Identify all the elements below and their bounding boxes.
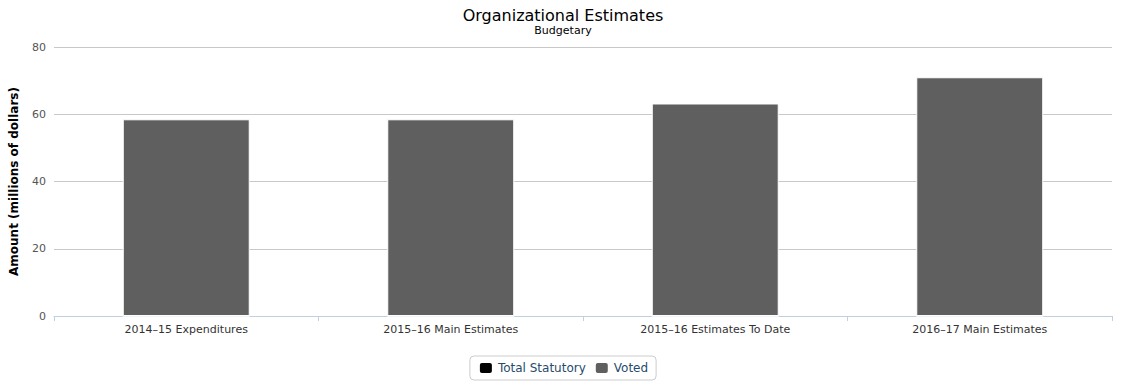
- svg-text:80: 80: [32, 41, 46, 54]
- svg-text:Voted: Voted: [614, 361, 648, 375]
- svg-text:40: 40: [32, 175, 46, 188]
- svg-text:Amount (millions of dollars): Amount (millions of dollars): [7, 87, 21, 276]
- svg-text:2016–17 Main Estimates: 2016–17 Main Estimates: [912, 323, 1047, 336]
- svg-text:60: 60: [32, 108, 46, 121]
- svg-text:2015–16 Estimates To Date: 2015–16 Estimates To Date: [640, 323, 790, 336]
- svg-text:2014–15 Expenditures: 2014–15 Expenditures: [125, 323, 249, 336]
- svg-text:Total Statutory: Total Statutory: [497, 361, 586, 375]
- svg-text:2015–16 Main Estimates: 2015–16 Main Estimates: [383, 323, 518, 336]
- svg-text:Organizational Estimates: Organizational Estimates: [463, 6, 664, 25]
- svg-text:0: 0: [39, 310, 46, 323]
- svg-text:Budgetary: Budgetary: [534, 24, 592, 37]
- svg-text:20: 20: [32, 242, 46, 255]
